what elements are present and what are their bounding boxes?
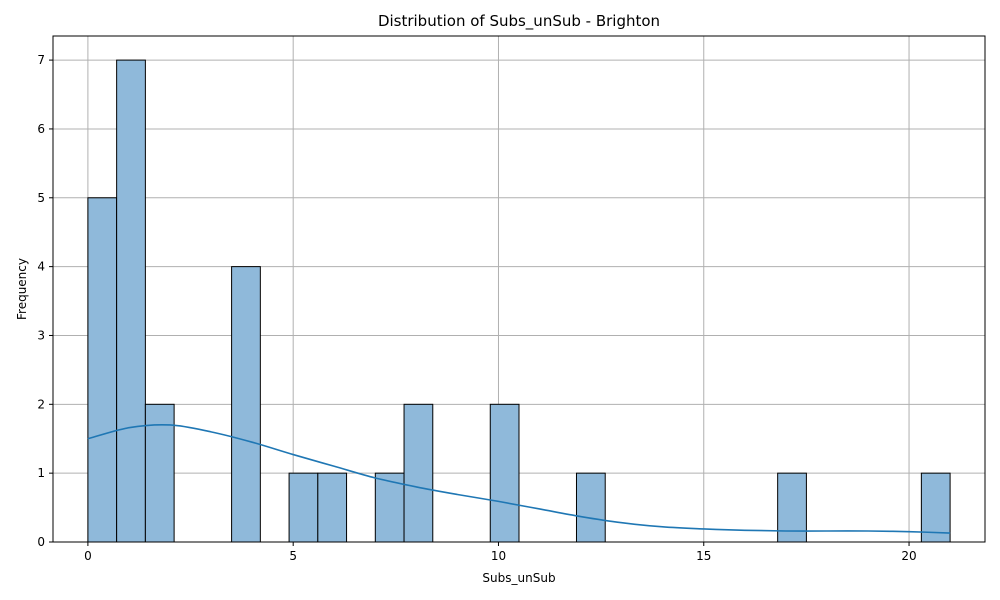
x-tick-label: 20 <box>901 549 916 563</box>
histogram-bar <box>288 472 319 543</box>
y-axis-label: Frequency <box>15 258 29 320</box>
histogram-bar <box>231 266 261 543</box>
y-tick-label: 1 <box>37 466 45 480</box>
y-tick-label: 6 <box>37 122 45 136</box>
x-tick-label: 5 <box>289 549 297 563</box>
x-axis-label: Subs_unSub <box>482 571 555 585</box>
y-tick-label: 5 <box>37 191 45 205</box>
histogram-bar <box>87 197 118 543</box>
kde-curve <box>87 423 951 534</box>
histogram-bars <box>87 59 951 543</box>
y-tick-label: 7 <box>37 53 45 67</box>
histogram-bar <box>489 403 520 543</box>
x-tick-label: 10 <box>491 549 506 563</box>
y-tick-label: 4 <box>37 260 45 274</box>
y-axis-ticks: 0 1 2 3 4 5 6 7 <box>37 53 53 549</box>
y-tick-label: 2 <box>37 397 45 411</box>
chart-title: Distribution of Subs_unSub - Brighton <box>378 12 660 31</box>
y-tick-label: 0 <box>37 535 45 549</box>
x-tick-label: 0 <box>84 549 92 563</box>
x-tick-label: 15 <box>696 549 711 563</box>
histogram-bar <box>116 59 146 543</box>
histogram-bar <box>403 403 434 543</box>
y-tick-label: 3 <box>37 328 45 342</box>
histogram-bar <box>317 472 348 543</box>
histogram-bar <box>575 472 606 543</box>
histogram-bar <box>144 403 175 543</box>
x-axis-ticks: 0 5 10 15 20 <box>84 542 917 563</box>
plot-frame <box>52 35 986 543</box>
